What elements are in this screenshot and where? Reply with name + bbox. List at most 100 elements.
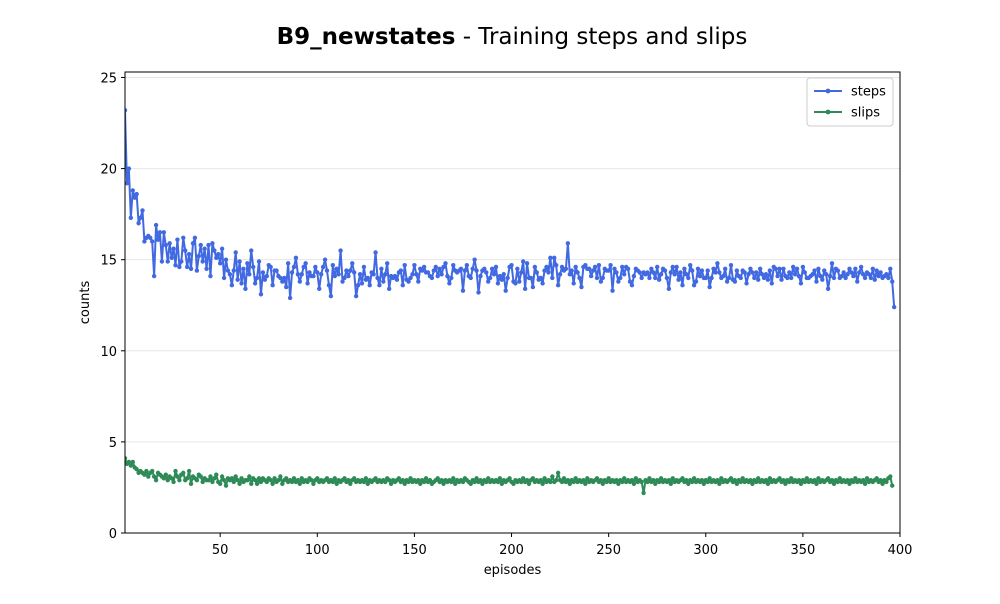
data-point-steps	[874, 268, 879, 273]
data-point-steps	[223, 257, 229, 262]
y-tick-label: 10	[100, 345, 117, 360]
axis-ticks: 50 100 150 200 250 300 350 400 0 5 10 15 20 25	[100, 71, 912, 558]
data-point-slips	[686, 481, 691, 486]
data-point-steps	[655, 264, 660, 270]
data-point-steps	[559, 264, 565, 270]
data-point-steps	[851, 273, 856, 279]
data-point-steps	[328, 293, 334, 299]
data-point-slips	[474, 476, 479, 481]
data-point-steps	[825, 286, 831, 292]
data-point-steps	[707, 284, 712, 290]
data-point-steps	[383, 272, 388, 277]
data-point-slips	[542, 476, 547, 481]
data-point-slips	[478, 477, 483, 483]
data-point-steps	[375, 275, 380, 281]
data-point-steps	[235, 277, 240, 282]
data-point-steps	[794, 266, 800, 271]
data-point-steps	[662, 268, 668, 273]
data-point-steps	[890, 279, 895, 284]
data-point-slips	[763, 477, 769, 483]
data-point-steps	[484, 270, 489, 275]
data-point-steps	[322, 257, 328, 262]
data-point-steps	[225, 268, 231, 273]
data-point-steps	[497, 273, 503, 279]
data-point-steps	[340, 279, 345, 284]
data-point-slips	[691, 476, 697, 481]
data-point-steps	[868, 275, 874, 281]
data-point-slips	[188, 481, 194, 486]
data-point-steps	[210, 241, 215, 246]
data-point-slips	[573, 476, 578, 481]
data-point-slips	[835, 479, 841, 485]
data-point-slips	[332, 476, 337, 481]
data-point-steps	[198, 242, 203, 248]
data-point-slips	[829, 477, 835, 483]
data-point-steps	[320, 264, 326, 270]
data-point-steps	[857, 270, 862, 275]
data-point-slips	[853, 476, 858, 481]
data-point-steps	[750, 270, 755, 275]
data-point-steps	[686, 275, 691, 281]
data-point-slips	[206, 477, 211, 483]
data-point-slips	[495, 479, 501, 485]
data-point-steps	[412, 262, 417, 268]
data-point-steps	[620, 264, 625, 270]
data-point-steps	[491, 272, 497, 277]
data-point-steps	[841, 270, 846, 275]
data-point-steps	[134, 191, 139, 197]
data-point-steps	[194, 268, 200, 273]
data-point-slips	[864, 476, 870, 481]
data-point-slips	[311, 481, 316, 486]
data-point-slips	[221, 477, 227, 483]
data-point-slips	[212, 476, 217, 481]
data-point-slips	[717, 481, 722, 486]
data-point-slips	[278, 474, 283, 479]
data-point-slips	[219, 474, 225, 479]
data-point-slips	[884, 479, 889, 485]
data-point-slips	[530, 476, 536, 481]
data-point-slips	[315, 476, 320, 481]
data-point-slips	[594, 476, 600, 481]
data-point-steps	[287, 295, 293, 301]
data-point-slips	[548, 479, 553, 485]
data-point-steps	[243, 286, 248, 292]
data-point-steps	[519, 270, 524, 275]
data-point-slips	[621, 476, 627, 481]
data-point-steps	[280, 279, 285, 284]
data-point-slips	[658, 476, 664, 481]
data-point-slips	[346, 477, 351, 483]
data-point-steps	[311, 273, 316, 279]
data-point-slips	[732, 477, 738, 483]
data-point-steps	[171, 246, 176, 251]
data-point-steps	[474, 268, 479, 273]
data-point-slips	[789, 476, 794, 481]
data-point-slips	[439, 477, 444, 483]
data-point-steps	[573, 264, 578, 270]
x-tick-label: 50	[212, 543, 229, 558]
data-point-steps	[285, 261, 291, 266]
data-point-steps	[229, 282, 235, 288]
data-point-steps	[509, 262, 514, 268]
data-point-steps	[165, 259, 170, 264]
data-point-slips	[177, 477, 182, 483]
data-point-steps	[460, 288, 466, 293]
data-point-steps	[709, 275, 714, 281]
data-point-slips	[305, 479, 310, 485]
data-point-steps	[588, 273, 594, 279]
data-point-slips	[645, 479, 650, 485]
data-point-steps	[357, 272, 363, 277]
data-point-steps	[324, 268, 330, 273]
data-point-steps	[505, 275, 510, 281]
data-point-steps	[666, 286, 672, 292]
x-tick-label: 200	[499, 543, 524, 558]
y-tick-label: 25	[100, 71, 117, 86]
data-point-slips	[468, 481, 473, 486]
data-point-steps	[157, 230, 163, 235]
data-point-steps	[524, 261, 530, 266]
data-point-slips	[165, 477, 170, 483]
legend: steps slips	[806, 77, 894, 127]
data-point-steps	[214, 255, 219, 261]
data-point-steps	[392, 273, 398, 279]
data-point-steps	[495, 281, 501, 286]
data-point-steps	[563, 266, 569, 271]
